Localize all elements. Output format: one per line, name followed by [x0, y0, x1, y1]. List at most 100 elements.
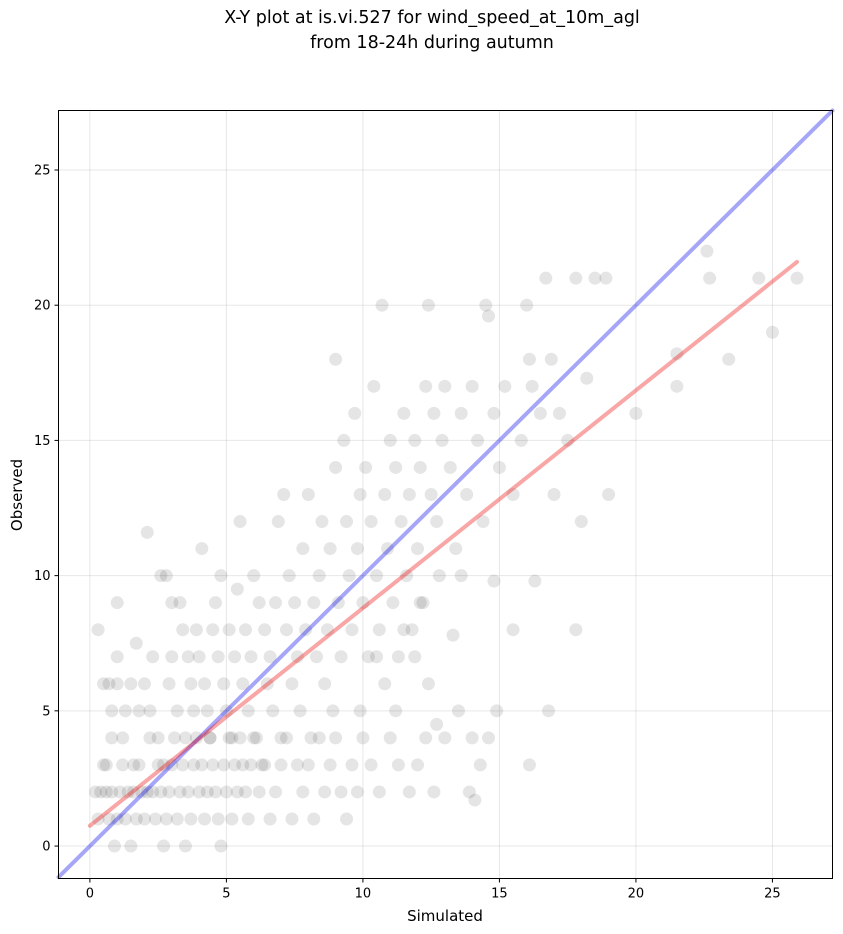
data-point — [132, 704, 146, 718]
data-point — [252, 785, 266, 799]
data-point — [364, 515, 378, 529]
data-point — [203, 731, 217, 745]
data-point — [514, 433, 528, 447]
data-point — [189, 623, 203, 637]
data-point — [356, 596, 370, 610]
data-point — [165, 650, 179, 664]
data-point — [124, 677, 138, 691]
data-point — [443, 460, 457, 474]
data-point — [323, 542, 337, 556]
data-point — [187, 704, 201, 718]
x-tick-label: 0 — [86, 887, 94, 902]
data-point — [318, 677, 332, 691]
data-point — [315, 515, 329, 529]
y-tick-label: 5 — [42, 704, 50, 719]
data-point — [438, 731, 452, 745]
data-point — [91, 812, 105, 826]
data-point — [580, 371, 594, 385]
data-point — [247, 569, 261, 583]
data-point — [151, 731, 165, 745]
data-point — [421, 298, 435, 312]
data-point — [173, 785, 187, 799]
data-point — [432, 569, 446, 583]
y-axis-label: Observed — [8, 459, 26, 531]
x-tick-label: 5 — [222, 887, 230, 902]
data-point — [99, 758, 113, 772]
data-point — [129, 636, 143, 650]
data-point — [722, 352, 736, 366]
data-point — [162, 677, 176, 691]
data-point — [391, 650, 405, 664]
regression-line — [87, 259, 800, 828]
data-point — [290, 650, 304, 664]
data-point — [522, 352, 536, 366]
data-point — [340, 812, 354, 826]
data-point — [629, 406, 643, 420]
data-point — [528, 574, 542, 588]
data-point — [391, 758, 405, 772]
data-point — [451, 704, 465, 718]
data-point — [552, 406, 566, 420]
data-point — [219, 704, 233, 718]
data-point — [189, 731, 203, 745]
data-point — [105, 785, 119, 799]
data-point — [492, 460, 506, 474]
data-point — [165, 758, 179, 772]
data-point — [118, 704, 132, 718]
y-tick-label: 0 — [42, 840, 50, 855]
chart-title-line-1: X-Y plot at is.vi.527 for wind_speed_at_… — [224, 8, 640, 28]
data-point — [116, 758, 130, 772]
data-point — [241, 812, 255, 826]
data-point — [413, 596, 427, 610]
data-point — [569, 623, 583, 637]
data-point — [331, 596, 345, 610]
data-point — [222, 623, 236, 637]
data-point — [88, 785, 102, 799]
data-point — [370, 650, 384, 664]
data-point — [162, 785, 176, 799]
data-point — [411, 758, 425, 772]
data-point — [350, 542, 364, 556]
data-point — [178, 839, 192, 853]
data-point — [285, 812, 299, 826]
data-point — [263, 650, 277, 664]
data-point — [97, 758, 111, 772]
data-point — [219, 785, 233, 799]
data-point — [506, 488, 520, 501]
data-point — [310, 650, 323, 664]
data-point — [249, 731, 263, 745]
data-points — [88, 244, 804, 853]
data-point — [102, 677, 116, 691]
data-point — [790, 271, 804, 285]
data-point — [419, 379, 433, 393]
data-point — [340, 515, 354, 529]
data-point — [525, 379, 539, 393]
data-point — [208, 785, 222, 799]
data-point — [110, 677, 124, 691]
data-point — [353, 488, 367, 501]
data-point — [389, 460, 403, 474]
fit-lines — [56, 108, 835, 880]
data-point — [198, 812, 212, 826]
data-point — [140, 785, 154, 799]
data-point — [107, 839, 121, 853]
data-point — [208, 596, 222, 610]
data-point — [110, 812, 124, 826]
data-point — [449, 542, 463, 556]
data-point — [419, 731, 433, 745]
data-point — [397, 623, 411, 637]
data-point — [127, 758, 141, 772]
data-point — [129, 812, 143, 826]
data-point — [670, 379, 684, 393]
data-point — [271, 515, 285, 529]
data-point — [195, 758, 209, 772]
data-point — [266, 704, 280, 718]
y-tick-label: 20 — [34, 299, 51, 314]
data-point — [402, 785, 416, 799]
data-point — [296, 542, 310, 556]
identity-line — [56, 108, 835, 880]
data-point — [438, 379, 452, 393]
data-point — [154, 785, 168, 799]
data-point — [116, 731, 130, 745]
